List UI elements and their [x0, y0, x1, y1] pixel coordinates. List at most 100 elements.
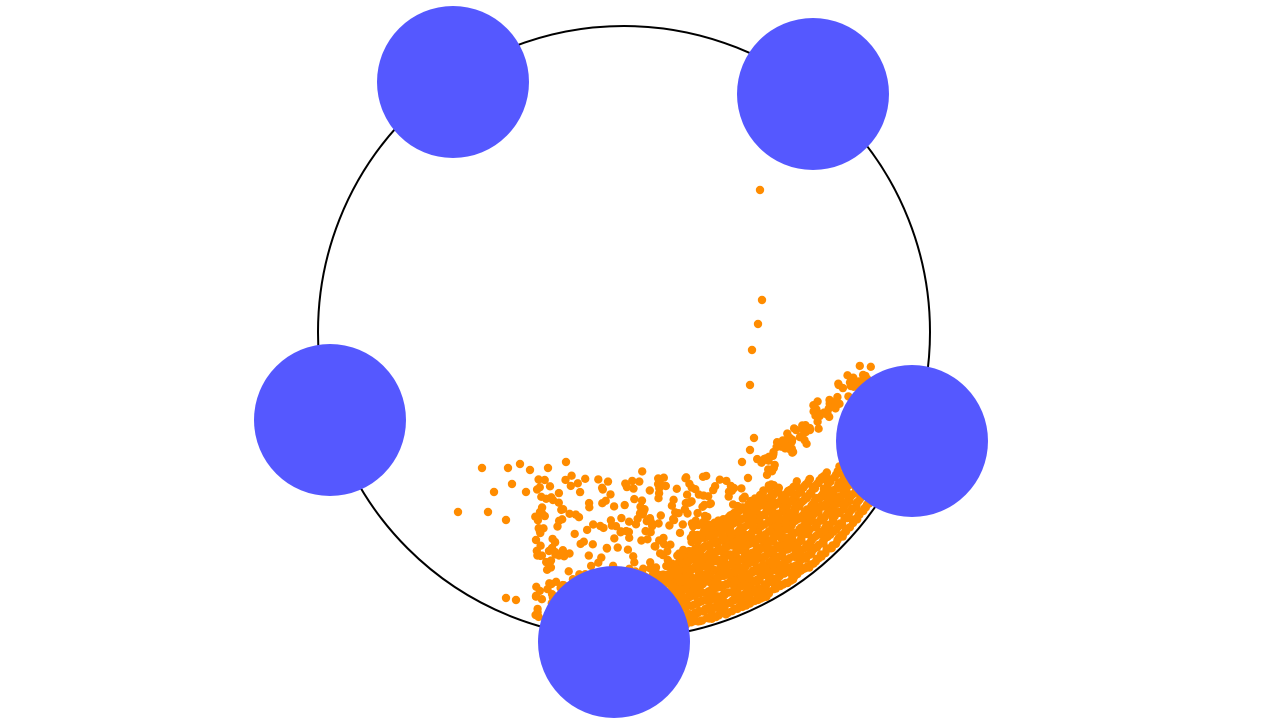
particle	[762, 470, 772, 480]
particle	[669, 568, 678, 578]
particle	[671, 508, 680, 517]
particle	[543, 463, 553, 473]
particle	[629, 484, 638, 493]
particle	[534, 475, 543, 484]
particle	[638, 510, 647, 519]
particle	[846, 381, 855, 391]
particle	[781, 555, 790, 564]
particle	[666, 540, 675, 549]
particle	[760, 563, 769, 573]
particle	[682, 473, 691, 482]
particle	[536, 528, 545, 538]
particle	[667, 501, 677, 510]
particle	[546, 556, 556, 565]
particle	[598, 499, 607, 508]
particle	[654, 474, 663, 483]
particle	[714, 516, 723, 525]
particle	[814, 424, 823, 433]
particle	[545, 482, 555, 491]
particle	[624, 517, 634, 526]
particle	[724, 492, 733, 501]
particle	[702, 562, 712, 571]
particle	[659, 533, 668, 543]
particle	[729, 581, 738, 590]
particle	[532, 485, 542, 494]
particle	[629, 552, 638, 561]
particle	[679, 545, 688, 555]
particle	[558, 515, 567, 524]
particle	[525, 465, 535, 475]
particle	[732, 537, 742, 546]
particle	[787, 531, 797, 540]
particle	[780, 533, 789, 542]
particle	[708, 557, 718, 566]
particle	[536, 541, 545, 550]
particle	[687, 483, 696, 492]
particle	[531, 535, 541, 545]
particle	[717, 569, 727, 578]
particle	[813, 417, 822, 426]
particle	[542, 565, 552, 574]
particle	[650, 542, 659, 551]
particle	[606, 516, 616, 525]
particle	[781, 567, 790, 576]
particle	[630, 494, 639, 504]
particle	[606, 490, 615, 499]
particle	[603, 477, 613, 486]
particle	[687, 551, 696, 560]
particle	[753, 319, 763, 329]
particle	[797, 431, 807, 441]
particle	[554, 488, 564, 498]
particle	[713, 597, 722, 606]
particle	[721, 600, 730, 610]
particle	[700, 500, 709, 510]
particle	[695, 549, 705, 558]
particle	[689, 613, 698, 622]
particle	[628, 476, 637, 486]
particle	[507, 479, 517, 489]
particle	[584, 551, 593, 560]
particle	[702, 471, 711, 481]
particle	[501, 593, 511, 603]
particle	[737, 598, 746, 607]
particle	[561, 475, 570, 485]
particle	[718, 548, 728, 557]
particle	[548, 534, 557, 544]
particle	[717, 560, 726, 570]
particle	[617, 513, 626, 523]
particle	[831, 404, 840, 413]
particle	[737, 457, 747, 467]
particle	[651, 563, 661, 572]
particle	[581, 474, 590, 483]
particle	[777, 491, 786, 500]
particle	[661, 481, 670, 491]
particle	[683, 509, 692, 518]
particle	[766, 536, 776, 546]
particle	[453, 507, 463, 517]
particle	[656, 511, 665, 520]
particle	[588, 540, 597, 549]
particle	[669, 515, 679, 525]
particle	[700, 607, 709, 616]
particle	[540, 475, 549, 485]
particle	[621, 479, 630, 488]
particle	[699, 527, 708, 536]
particle	[782, 514, 791, 523]
particle	[620, 500, 629, 510]
particle	[678, 520, 687, 529]
particle	[521, 487, 531, 497]
particle	[764, 452, 774, 461]
particle	[737, 484, 746, 493]
particle	[866, 362, 875, 371]
particle	[594, 475, 603, 484]
particle	[668, 582, 678, 591]
particle	[773, 522, 782, 531]
particle	[537, 492, 546, 501]
particle	[778, 436, 787, 445]
particle	[646, 558, 655, 567]
particle	[547, 579, 556, 589]
particle	[747, 529, 756, 538]
particle	[637, 536, 646, 545]
particle	[575, 487, 585, 497]
